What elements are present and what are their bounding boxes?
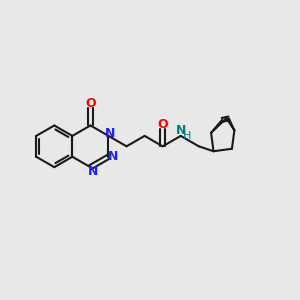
Text: N: N	[105, 127, 116, 140]
Text: H: H	[183, 131, 191, 141]
Text: O: O	[158, 118, 168, 131]
Text: N: N	[88, 165, 98, 178]
Text: O: O	[85, 98, 96, 110]
Text: N: N	[176, 124, 186, 137]
Text: N: N	[108, 150, 118, 163]
